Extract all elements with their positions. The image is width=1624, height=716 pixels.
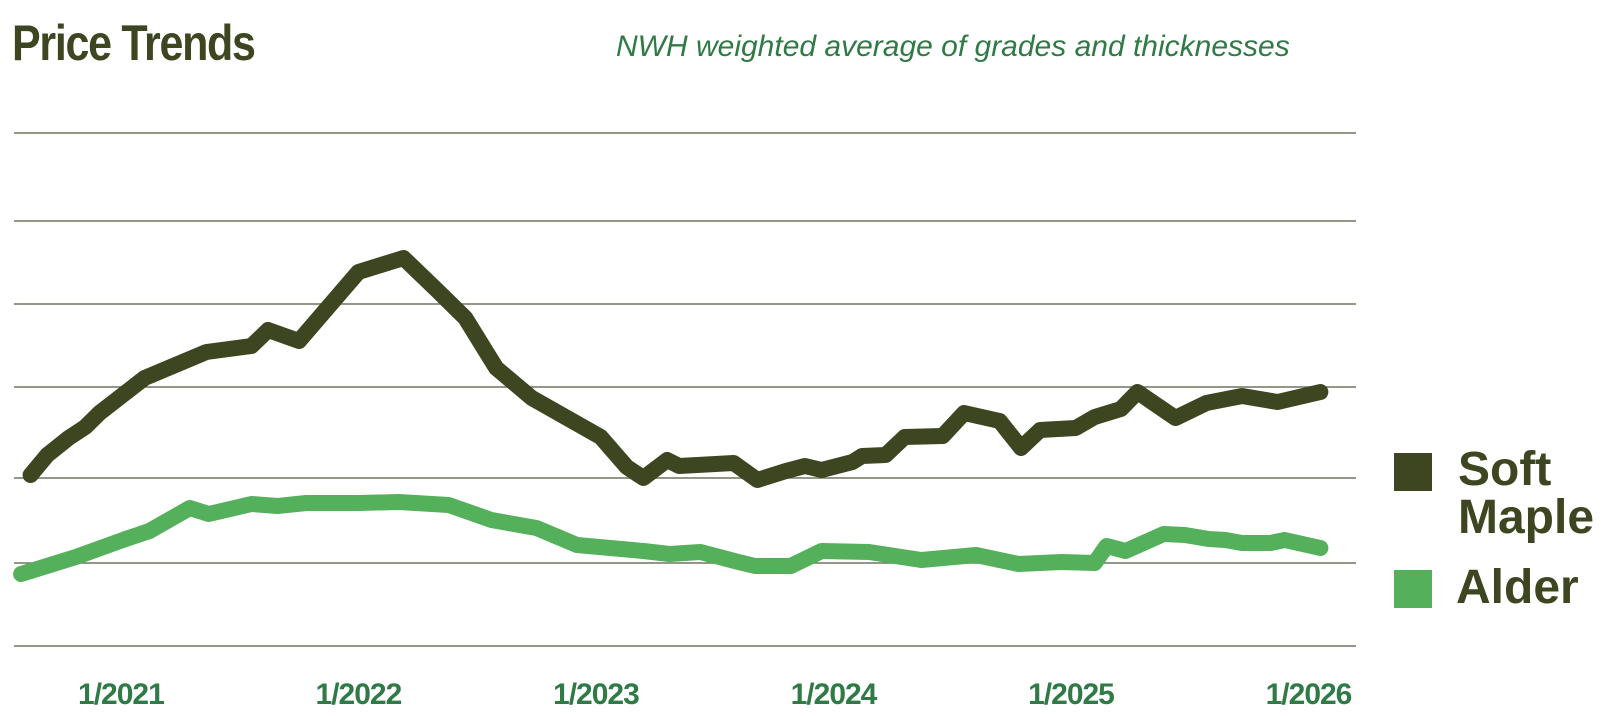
legend-swatch-soft-maple (1394, 453, 1432, 491)
legend-label-alder: Alder (1456, 561, 1579, 614)
legend-label-soft-maple: Soft Maple (1458, 443, 1595, 544)
x-tick-labels: 1/2021 1/2022 1/2023 1/2024 1/2025 1/2026 (78, 678, 1353, 711)
chart-title: Price Trends (12, 15, 256, 71)
x-tick-label: 1/2026 (1266, 678, 1352, 711)
chart-subtitle: NWH weighted average of grades and thick… (616, 30, 1290, 63)
x-tick-label: 1/2021 (78, 678, 164, 711)
legend-swatch-alder (1394, 570, 1432, 608)
series-line-alder (13, 494, 1329, 582)
series-line-soft-maple (22, 250, 1329, 488)
gridlines (14, 132, 1356, 647)
x-tick-label: 1/2022 (316, 678, 402, 711)
x-tick-label: 1/2025 (1028, 678, 1114, 711)
series-lines (13, 250, 1329, 582)
x-tick-label: 1/2024 (791, 678, 878, 711)
x-tick-label: 1/2023 (553, 678, 639, 711)
